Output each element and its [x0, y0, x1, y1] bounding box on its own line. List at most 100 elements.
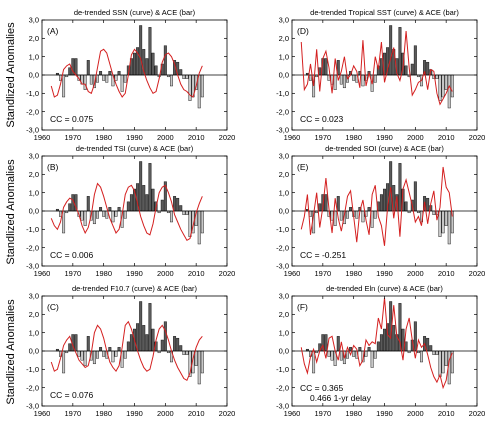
panel-e-bar-2010 — [444, 210, 448, 226]
panel-e-cc: CC = -0.251 — [300, 250, 346, 260]
panel-f-bar-2004 — [426, 337, 430, 352]
panel-f-cc: CC = 0.365 — [300, 383, 344, 393]
panel-e-label: (E) — [297, 162, 309, 172]
panel-d-bar-1980 — [352, 74, 356, 81]
panel-b-xtick-label-4: 2000 — [157, 269, 174, 278]
panel-e-bar-1989 — [379, 194, 383, 212]
panel-e-title: de-trended SOI (curve) & ACE (bar) — [325, 144, 444, 153]
panel-f-bar-1979 — [349, 347, 353, 352]
panel-d-cc: CC = 0.023 — [300, 114, 344, 124]
panel-b-bar-2004 — [176, 197, 180, 212]
panel-c-bar-1967 — [62, 350, 66, 374]
panel-a-bar-1979 — [99, 71, 103, 76]
panel-f-xtick-label-2: 1980 — [345, 409, 362, 418]
panel-a-bar-2005 — [179, 69, 183, 76]
panel-a-ytick-label-2: -1,0 — [26, 89, 39, 98]
panel-a-bar-2002 — [170, 74, 173, 87]
panel-d-bar-2012 — [450, 74, 454, 98]
panel-b-bar-1994 — [145, 194, 149, 212]
panel-c-xtick-label-1: 1970 — [64, 409, 81, 418]
panel-c-bar-2004 — [176, 337, 180, 352]
panel-a-ytick-label-3: 0,0 — [29, 71, 39, 80]
panel-e-bar-1992 — [389, 161, 393, 212]
panel-d-bar-1989 — [379, 58, 383, 76]
panel-e-bar-2006 — [432, 210, 436, 215]
panel-e-bar-2011 — [447, 210, 451, 245]
panel-d-ytick-label-4: 1,0 — [279, 52, 289, 61]
panel-b-bar-1987 — [123, 210, 127, 219]
panel-b-bar-1985 — [117, 207, 121, 212]
panel-f-bar-1980 — [352, 350, 356, 357]
panel-c-bar-1974 — [83, 350, 87, 366]
panel-b-bar-1984 — [114, 210, 118, 217]
panel-d-bar-1966 — [309, 74, 312, 81]
panel-b-xtick-label-6: 2020 — [219, 269, 236, 278]
panel-c-bar-1992 — [139, 301, 143, 352]
panel-b-bar-1995 — [148, 163, 152, 212]
panel-d-ytick-label-0: -3,0 — [276, 126, 289, 135]
panel-f-bar-1986 — [370, 350, 374, 368]
panel-d-xtick-label-3: 1990 — [376, 133, 393, 142]
panel-d-bar-1971 — [324, 58, 328, 76]
panel-f-bar-1985 — [367, 347, 371, 352]
panel-d-bar-1999 — [410, 63, 414, 76]
panel-b-bar-2005 — [179, 205, 183, 212]
ylabel-row-1: Standlized Anomalies — [5, 22, 17, 128]
panel-e-ytick-label-2: -1,0 — [276, 225, 289, 234]
panel-e-bar-1979 — [349, 207, 353, 212]
panel-e-bar-1997 — [404, 201, 408, 212]
panel-b-ytick-label-4: 1,0 — [29, 188, 39, 197]
panel-a-bar-1990 — [133, 52, 136, 76]
panel-a-bar-1982 — [108, 71, 112, 76]
panel-f-bar-1972 — [327, 350, 331, 357]
panel-a-bar-2000 — [163, 45, 167, 76]
panel-a: de-trended SSN (curve) & ACE (bar) -3,0 -2… — [26, 8, 235, 142]
panel-c-bar-2010 — [194, 350, 198, 366]
panel-c-ytick-label-2: -1,0 — [26, 365, 39, 374]
panel-e-ytick-label-4: 1,0 — [279, 188, 289, 197]
panel-d-xtick-label-2: 1980 — [345, 133, 362, 142]
panel-a-ytick-label-1: -2,0 — [26, 107, 39, 116]
panel-c-bar-2003 — [173, 336, 177, 352]
panel-c-bar-1984 — [114, 350, 118, 357]
panel-c-bar-1999 — [160, 339, 164, 352]
panel-f-bar-2005 — [429, 345, 433, 352]
panel-b-bar-1992 — [139, 161, 143, 212]
panel-b-bar-1977 — [92, 210, 96, 225]
panel-a-bar-2012 — [200, 74, 204, 98]
panel-c-bar-1971 — [74, 334, 78, 352]
panel-b-bar-1999 — [160, 199, 164, 212]
panel-f-bar-1982 — [358, 347, 362, 352]
panel-e-bar-1969 — [318, 203, 322, 212]
panel-c-bar-1975 — [86, 336, 90, 352]
panel-c-xtick-label-0: 1960 — [34, 409, 51, 418]
panels: de-trended SSN (curve) & ACE (bar) -3,0 -2… — [26, 8, 485, 418]
panel-b-xtick-label-3: 1990 — [126, 269, 143, 278]
panel-e-bar-1981 — [355, 210, 359, 219]
panel-d-title: de-trended Tropical SST (curve) & ACE (b… — [310, 8, 459, 17]
panel-e-xtick-label-0: 1960 — [284, 269, 301, 278]
panel-a-bar-1969 — [68, 67, 72, 76]
panel-a-bar-1971 — [74, 58, 78, 76]
panel-b-xtick-label-2: 1980 — [95, 269, 112, 278]
panel-c-xtick-label-3: 1990 — [126, 409, 143, 418]
panel-c-bar-1969 — [68, 343, 72, 352]
panel-a-bar-1995 — [148, 27, 152, 76]
panel-c-xtick-label-2: 1980 — [95, 409, 112, 418]
panel-c-bar-1996 — [151, 328, 155, 352]
panel-f-bar-1971 — [324, 334, 328, 352]
panel-b-ytick-label-6: 3,0 — [29, 152, 39, 161]
panel-b-bar-2007 — [185, 210, 189, 215]
panel-c-bar-1989 — [129, 334, 133, 352]
panel-d-xtick-label-4: 2000 — [407, 133, 424, 142]
panel-d-bar-1983 — [361, 74, 365, 87]
panel-a-bar-1994 — [145, 58, 149, 76]
panel-b-ytick-label-1: -2,0 — [26, 243, 39, 252]
panel-a-bar-1996 — [151, 52, 155, 76]
panel-c-bar-1980 — [102, 350, 106, 357]
panel-d-xtick-label-6: 2020 — [469, 133, 486, 142]
panel-c: de-trended F10.7 (curve) & ACE (bar) -3,0… — [26, 284, 235, 418]
panel-e-bar-2000 — [413, 181, 417, 212]
panel-a-bar-1997 — [154, 65, 158, 76]
panel-b-ytick-label-3: 0,0 — [29, 207, 39, 216]
